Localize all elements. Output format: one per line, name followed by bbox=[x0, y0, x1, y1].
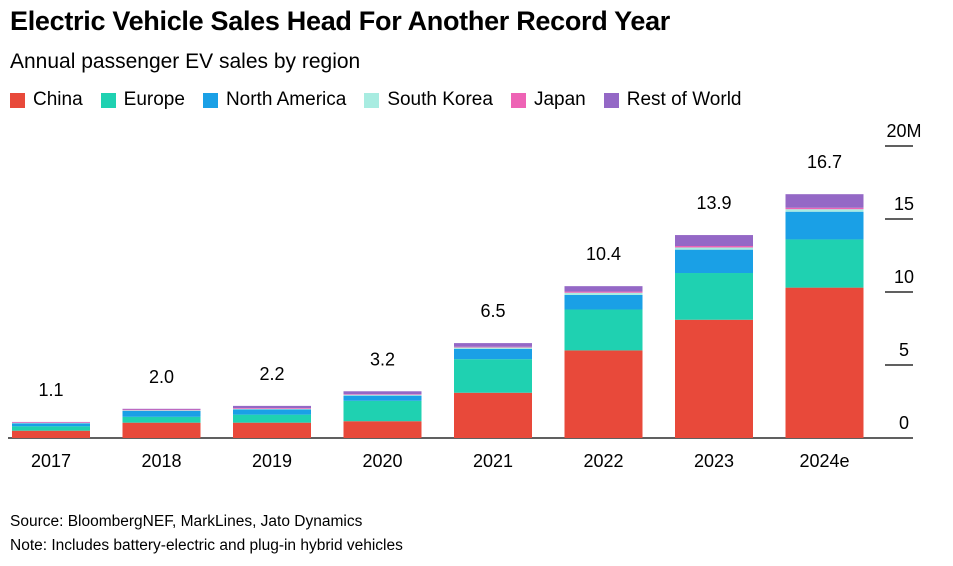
bar-segment bbox=[454, 359, 532, 393]
bar-segment bbox=[785, 194, 864, 208]
bar-segment bbox=[122, 422, 201, 438]
legend-swatch bbox=[10, 92, 25, 108]
bar-segment bbox=[785, 239, 864, 288]
total-label: 3.2 bbox=[370, 349, 395, 369]
chart-title: Electric Vehicle Sales Head For Another … bbox=[10, 6, 670, 36]
bar-segment bbox=[675, 249, 753, 274]
bar-segment bbox=[675, 273, 753, 320]
legend-label: Japan bbox=[533, 89, 586, 110]
bar-segment bbox=[785, 211, 864, 240]
total-label: 1.1 bbox=[38, 380, 63, 400]
bar-segment bbox=[675, 246, 753, 248]
x-tick-label: 2019 bbox=[252, 451, 292, 471]
bar-segment bbox=[564, 309, 643, 351]
x-tick-label: 2018 bbox=[141, 451, 181, 471]
x-tick-label: 2022 bbox=[583, 451, 623, 471]
bar-segment bbox=[233, 409, 311, 415]
legend-swatch bbox=[100, 92, 116, 108]
legend-swatch bbox=[202, 92, 218, 108]
bar-segment bbox=[12, 422, 90, 423]
bar-segment bbox=[343, 394, 422, 396]
y-tick-label: 0 bbox=[899, 413, 909, 433]
bar-segment bbox=[343, 421, 422, 438]
bar-segment bbox=[233, 414, 311, 423]
total-label: 6.5 bbox=[480, 301, 505, 321]
legend-label: China bbox=[33, 89, 83, 110]
total-label: 10.4 bbox=[586, 244, 621, 264]
bar-segment bbox=[122, 409, 201, 411]
bar-segment bbox=[343, 394, 422, 395]
bar-segment bbox=[343, 391, 422, 395]
y-tick-label: 15 bbox=[894, 194, 914, 214]
legend-label: Europe bbox=[123, 89, 185, 110]
legend-swatch bbox=[603, 92, 619, 108]
total-label: 13.9 bbox=[696, 193, 731, 213]
x-tick-label: 2021 bbox=[473, 451, 513, 471]
bar-segment bbox=[122, 410, 201, 417]
bar-segment bbox=[343, 400, 422, 422]
total-label: 2.2 bbox=[259, 364, 284, 384]
bar-segment bbox=[564, 350, 643, 438]
bar-segment bbox=[564, 286, 643, 292]
total-label: 2.0 bbox=[149, 367, 174, 387]
bar-segment bbox=[675, 319, 753, 438]
bar-segment bbox=[233, 408, 311, 410]
bar-segment bbox=[122, 410, 201, 411]
legend-item: Rest of World bbox=[603, 89, 742, 111]
bar-segment bbox=[675, 247, 753, 250]
source-note: Source: BloombergNEF, MarkLines, Jato Dy… bbox=[10, 513, 363, 530]
total-label: 16.7 bbox=[807, 152, 842, 172]
bar-segment bbox=[12, 423, 90, 427]
legend-item: China bbox=[10, 89, 83, 111]
bar-segment bbox=[233, 408, 311, 409]
bar-segment bbox=[564, 294, 643, 310]
chart-subtitle: Annual passenger EV sales by region bbox=[10, 50, 361, 73]
legend-label: South Korea bbox=[387, 89, 493, 110]
bar-segment bbox=[675, 235, 753, 247]
y-tick-label: 20M bbox=[886, 121, 921, 141]
bar-segment bbox=[454, 348, 532, 360]
legend-item: North America bbox=[202, 89, 347, 111]
bar-segment bbox=[122, 408, 201, 410]
footnote: Note: Includes battery-electric and plug… bbox=[10, 537, 403, 554]
bar-segment bbox=[454, 347, 532, 349]
bar-segment bbox=[564, 291, 643, 293]
legend-swatch bbox=[510, 92, 526, 108]
bar-segment bbox=[454, 346, 532, 348]
bar-segment bbox=[564, 292, 643, 295]
legend-item: Japan bbox=[510, 89, 586, 111]
bar-segment bbox=[122, 416, 201, 423]
bar-segment bbox=[454, 392, 532, 438]
x-tick-label: 2017 bbox=[31, 451, 71, 471]
bar-segment bbox=[233, 405, 311, 409]
chart-plot: 20M 15 10 5 0 1.1 2017 2.0 2018 2.2 2019 3.2 2020 6.5… bbox=[8, 121, 922, 471]
legend-label: Rest of World bbox=[626, 89, 742, 110]
bar-segment bbox=[12, 430, 90, 438]
bar-segment bbox=[12, 426, 90, 431]
bar-segment bbox=[785, 207, 864, 210]
legend-item: Europe bbox=[100, 89, 185, 111]
x-tick-label: 2024e bbox=[799, 451, 849, 471]
bar-segment bbox=[454, 343, 532, 347]
y-tick-label: 10 bbox=[894, 267, 914, 287]
legend-swatch bbox=[364, 92, 380, 108]
bar-segment bbox=[233, 422, 311, 438]
legend-label: North America bbox=[225, 89, 347, 110]
legend: China Europe North America South Korea Japan… bbox=[10, 89, 759, 111]
bar-segment bbox=[785, 287, 864, 438]
x-tick-label: 2023 bbox=[694, 451, 734, 471]
y-tick-label: 5 bbox=[899, 340, 909, 360]
bar-segment bbox=[785, 209, 864, 212]
bar-segment bbox=[343, 395, 422, 401]
x-tick-label: 2020 bbox=[362, 451, 402, 471]
legend-item: South Korea bbox=[364, 89, 493, 111]
